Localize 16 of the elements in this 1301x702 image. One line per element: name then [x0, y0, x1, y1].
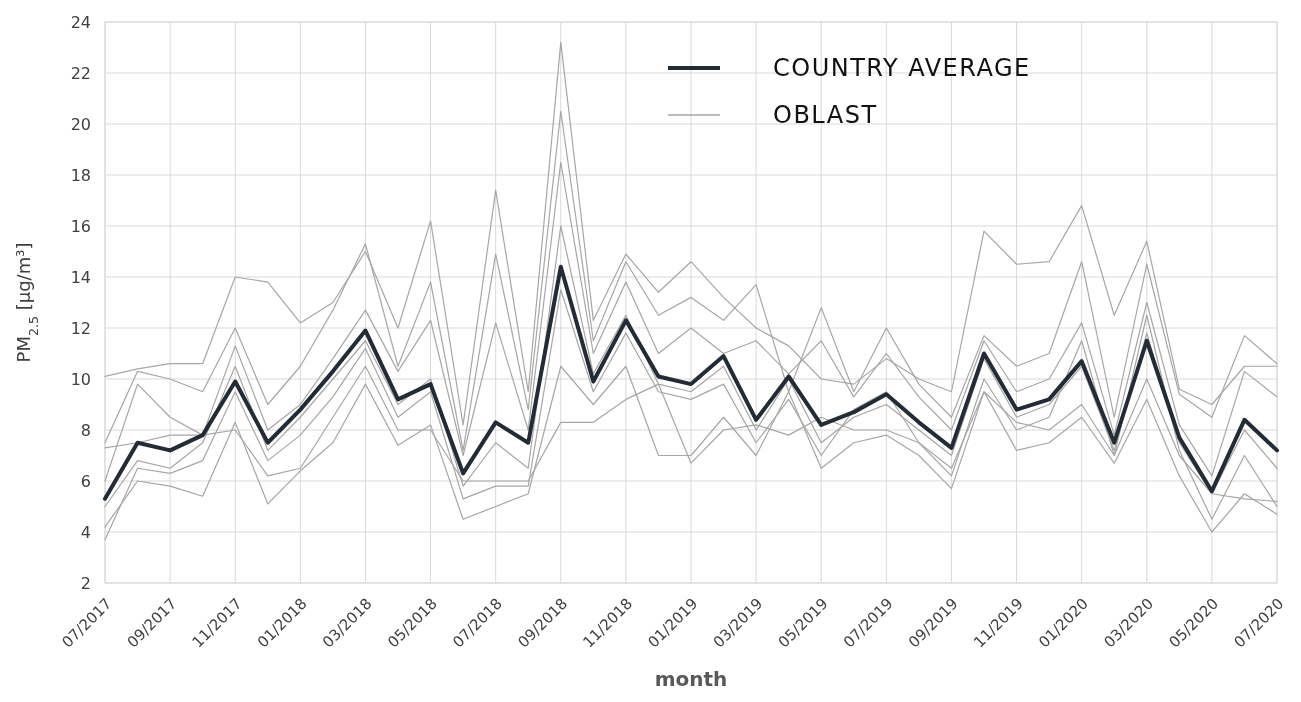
y-tick-label: 18 [70, 165, 91, 185]
y-tick-label: 4 [80, 522, 91, 542]
legend-label: COUNTRY AVERAGE [773, 54, 1031, 83]
y-tick-label: 2 [80, 573, 91, 593]
legend-label: OBLAST [773, 101, 878, 130]
y-tick-label: 24 [70, 12, 91, 32]
y-tick-label: 10 [70, 369, 91, 389]
y-tick-label: 22 [70, 63, 91, 83]
y-tick-label: 16 [70, 216, 91, 236]
y-tick-label: 8 [80, 420, 91, 440]
y-tick-label: 6 [80, 471, 91, 491]
line-series [103, 264, 1279, 501]
y-tick-label: 12 [70, 318, 91, 338]
x-axis-title: month [654, 667, 728, 691]
y-tick-label: 20 [70, 114, 91, 134]
y-tick-label: 14 [70, 267, 91, 287]
